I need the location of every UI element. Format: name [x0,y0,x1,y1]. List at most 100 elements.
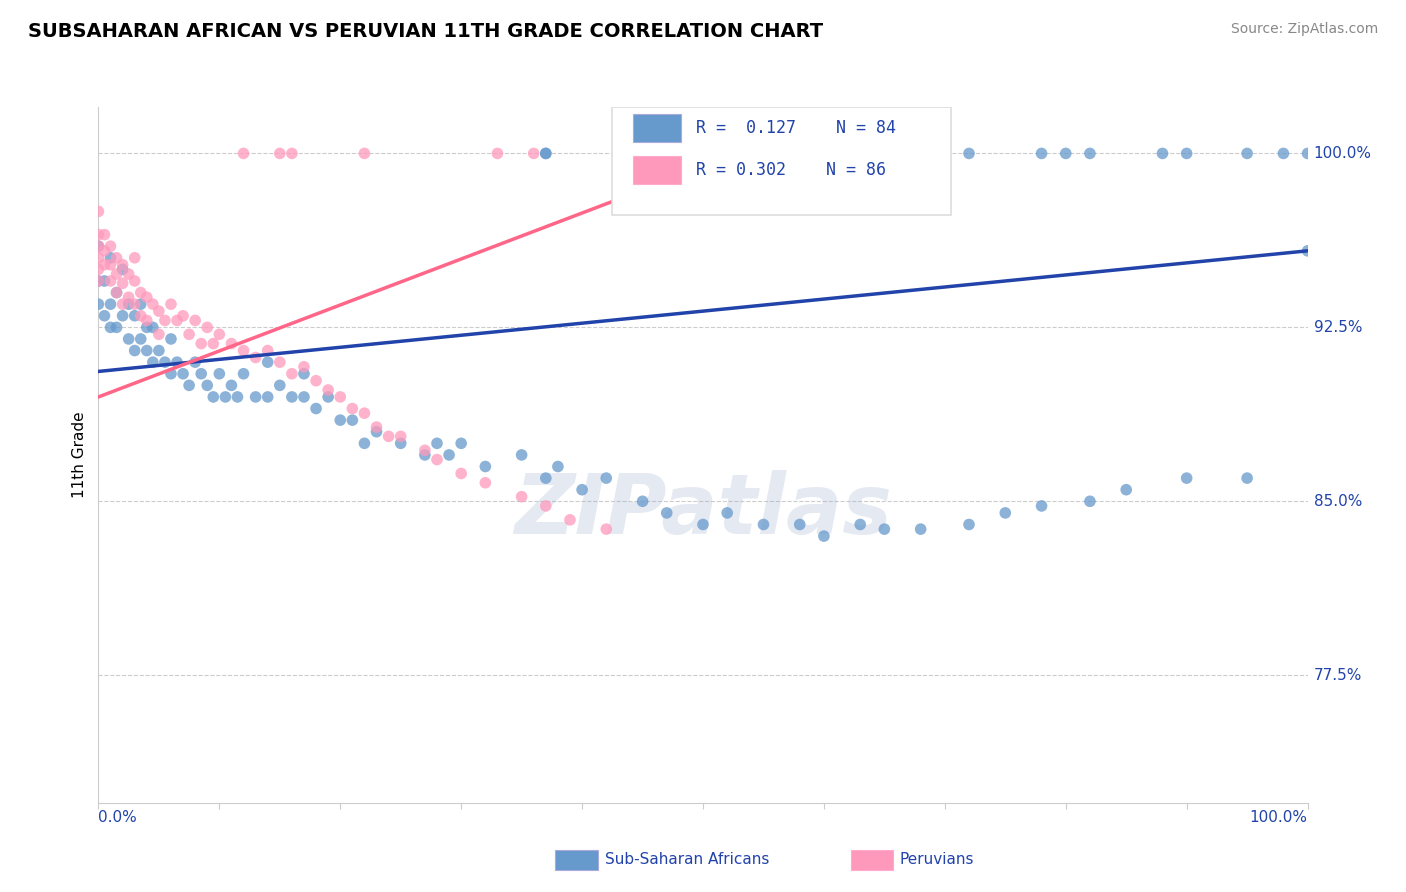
Point [100,297,122,311]
Point [281,367,304,381]
Point [413,448,436,462]
Point [129,332,152,346]
Text: 100.0%: 100.0% [1313,146,1372,161]
Point [486,146,509,161]
Point [1152,146,1174,161]
Point [166,355,188,369]
Point [1031,146,1053,161]
Point [534,499,557,513]
Point [124,309,146,323]
Point [655,506,678,520]
Point [1031,499,1053,513]
Point [142,355,165,369]
Point [87,274,110,288]
Point [523,146,546,161]
Point [105,251,128,265]
Point [329,390,352,404]
Point [105,267,128,281]
Point [93,258,115,272]
Point [124,274,146,288]
Point [534,146,557,161]
Point [153,313,176,327]
Point [177,327,201,342]
Text: R =  0.127    N = 84: R = 0.127 N = 84 [696,119,896,136]
Point [849,517,872,532]
Point [1236,471,1258,485]
Point [135,313,157,327]
Point [87,227,110,242]
Point [111,277,134,291]
Point [208,327,231,342]
Point [813,529,835,543]
Point [118,267,141,281]
Point [202,390,225,404]
Point [148,304,170,318]
Point [93,274,115,288]
Point [342,413,364,427]
Point [292,367,315,381]
Point [221,378,243,392]
Point [789,517,811,532]
Point [353,146,375,161]
Point [860,146,883,161]
Point [100,258,122,272]
Point [124,251,146,265]
Point [129,297,152,311]
Point [329,413,352,427]
Point [1078,146,1101,161]
Point [177,378,201,392]
Point [124,343,146,358]
Point [160,332,183,346]
Point [129,285,152,300]
Point [160,297,183,311]
Point [413,443,436,458]
Point [245,390,267,404]
Point [226,390,249,404]
Point [269,146,291,161]
Point [450,436,472,450]
Point [87,274,110,288]
Point [437,448,460,462]
Point [1078,494,1101,508]
Point [214,390,236,404]
Point [111,258,134,272]
Point [221,336,243,351]
Point [195,378,218,392]
Point [342,401,364,416]
Point [1175,471,1198,485]
Point [752,146,775,161]
Point [153,355,176,369]
Point [93,309,115,323]
Text: Peruvians: Peruvians [900,853,974,867]
Point [510,448,533,462]
Point [202,336,225,351]
Text: 92.5%: 92.5% [1313,320,1362,334]
Point [195,320,218,334]
Point [100,239,122,253]
Point [87,239,110,253]
Point [305,401,328,416]
Point [534,146,557,161]
Point [135,320,157,334]
Point [148,343,170,358]
Point [184,313,207,327]
Bar [633,114,682,142]
Point [129,309,152,323]
Point [208,367,231,381]
Point [595,522,617,536]
Point [752,517,775,532]
Point [118,297,141,311]
Point [166,313,188,327]
Text: 85.0%: 85.0% [1313,494,1362,508]
Point [160,367,183,381]
Point [105,320,128,334]
Text: SUBSAHARAN AFRICAN VS PERUVIAN 11TH GRADE CORRELATION CHART: SUBSAHARAN AFRICAN VS PERUVIAN 11TH GRAD… [28,22,824,41]
Point [135,343,157,358]
Point [190,367,212,381]
Point [353,436,375,450]
Point [1054,146,1077,161]
FancyBboxPatch shape [612,107,950,215]
Point [256,390,278,404]
Point [305,374,328,388]
Point [994,506,1017,520]
